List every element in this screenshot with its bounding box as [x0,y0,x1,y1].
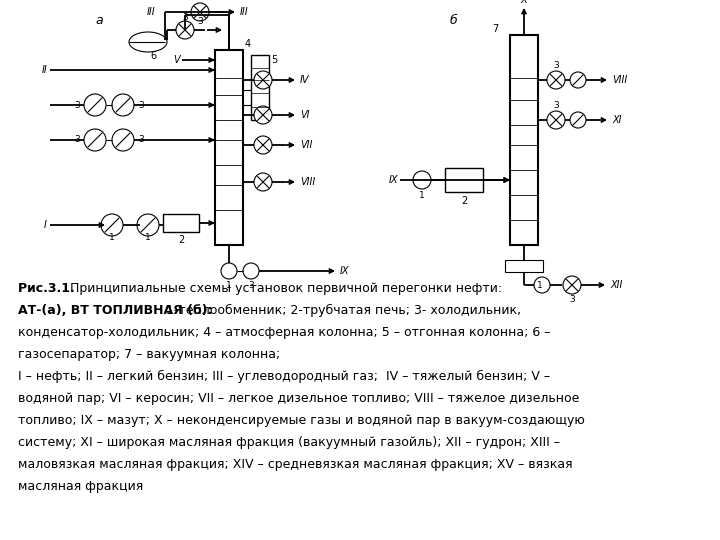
Text: маловязкая масляная фракция; XIV – средневязкая масляная фракция; XV – вязкая: маловязкая масляная фракция; XIV – средн… [18,458,572,471]
Text: XI: XI [612,115,621,125]
Text: 4: 4 [245,39,251,49]
Text: 1-теплообменник; 2-трубчатая печь; 3- холодильник,: 1-теплообменник; 2-трубчатая печь; 3- хо… [166,304,521,317]
Circle shape [254,173,272,191]
Circle shape [112,94,134,116]
Text: III: III [146,7,155,17]
Circle shape [413,171,431,189]
Circle shape [570,72,586,88]
Circle shape [84,94,106,116]
Text: 7: 7 [492,24,498,34]
Text: 3: 3 [553,62,559,71]
Text: 3: 3 [553,102,559,111]
Text: 3: 3 [569,294,575,303]
Bar [445,168,483,192]
Text: IX: IX [340,266,349,276]
Text: 3: 3 [138,136,144,145]
Text: 6: 6 [150,51,156,61]
Text: конденсатор-холодильник; 4 – атмосферная колонна; 5 – отгонная колонна; 6 –: конденсатор-холодильник; 4 – атмосферная… [18,326,551,339]
Circle shape [547,71,565,89]
Text: IX: IX [389,175,398,185]
Text: 1: 1 [145,233,151,242]
Text: 2: 2 [178,235,184,245]
Circle shape [112,129,134,151]
Circle shape [254,71,272,89]
Circle shape [570,112,586,128]
Circle shape [176,21,194,39]
Circle shape [137,214,159,236]
Text: 3: 3 [197,17,203,26]
Bar [215,50,243,245]
Bar [163,214,199,232]
Text: 1: 1 [226,280,232,289]
Text: АТ-(а), ВТ ТОПЛИВНАЯ (б):: АТ-(а), ВТ ТОПЛИВНАЯ (б): [18,304,217,317]
Text: 3: 3 [182,14,188,23]
Text: III: III [240,7,248,17]
Text: I – нефть; II – легкий бензин; III – углеводородный газ;  IV – тяжелый бензин; V: I – нефть; II – легкий бензин; III – угл… [18,370,550,383]
Circle shape [243,263,259,279]
Text: 2: 2 [461,196,467,206]
Bar [505,260,543,272]
Bar [510,35,538,245]
Text: водяной пар; VI – керосин; VII – легкое дизельное топливо; VIII – тяжелое дизель: водяной пар; VI – керосин; VII – легкое … [18,392,580,405]
Text: VII: VII [300,140,312,150]
Circle shape [221,263,237,279]
Text: XII: XII [610,280,622,290]
Text: а: а [95,14,103,26]
Circle shape [254,136,272,154]
Text: VIII: VIII [612,75,627,85]
Text: II: II [41,65,47,75]
Text: масляная фракция: масляная фракция [18,480,143,493]
Text: систему; XI – широкая масляная фракция (вакуумный газойль); XII – гудрон; XIII –: систему; XI – широкая масляная фракция (… [18,436,560,449]
Text: I: I [44,220,47,230]
Circle shape [563,276,581,294]
Circle shape [254,106,272,124]
Text: 3: 3 [74,100,80,110]
Circle shape [547,111,565,129]
Text: VIII: VIII [300,177,315,187]
Text: IV: IV [300,75,310,85]
Text: Принципиальные схемы установок первичной перегонки нефти:: Принципиальные схемы установок первичной… [70,282,502,295]
Ellipse shape [129,32,167,52]
Text: топливо; IX – мазут; X – неконденсируемые газы и водяной пар в вакуум-создающую: топливо; IX – мазут; X – неконденсируемы… [18,414,585,427]
Text: VI: VI [300,110,310,120]
Text: 3: 3 [248,280,254,289]
Text: б: б [450,14,458,26]
Text: 5: 5 [271,55,277,65]
Circle shape [101,214,123,236]
Circle shape [534,277,550,293]
Text: Рис.3.1.: Рис.3.1. [18,282,79,295]
Circle shape [191,3,209,21]
Text: 1: 1 [419,192,425,200]
Text: 1: 1 [537,280,543,289]
Text: 3: 3 [138,100,144,110]
Text: X: X [521,0,527,5]
Text: V: V [174,55,180,65]
Text: 3: 3 [74,136,80,145]
Bar [251,55,269,120]
Text: 1: 1 [109,233,115,242]
Text: газосепаратор; 7 – вакуумная колонна;: газосепаратор; 7 – вакуумная колонна; [18,348,280,361]
Circle shape [84,129,106,151]
